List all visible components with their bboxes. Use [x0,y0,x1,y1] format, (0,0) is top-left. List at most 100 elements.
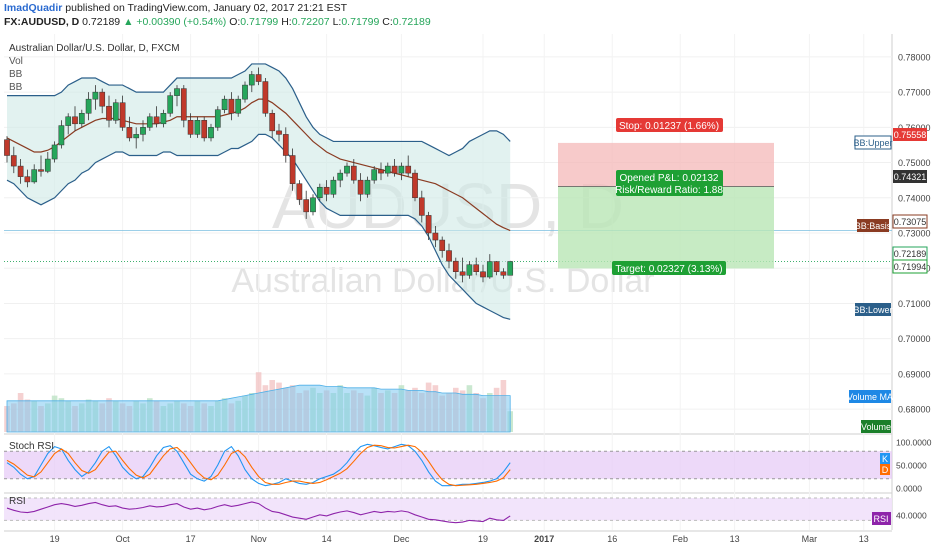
candle-body [500,271,507,276]
volume-tag: Volume [861,422,891,432]
time-tick-label: 17 [186,534,196,544]
candle-body [235,98,242,114]
candle-body [146,116,153,128]
candle-body [126,127,133,139]
candle-body [85,98,92,114]
rsi-tag-box [872,512,891,525]
bb-fill [7,63,511,320]
target-zone [558,186,774,269]
pl-label: Opened P&L: 0.02132 [620,173,719,184]
candle-body [221,98,228,110]
stoch-k-line [6,443,511,487]
price-tick-label: 0.74000 [898,193,931,203]
candle-body [92,91,99,100]
price-tick-label: 0.78000 [898,52,931,62]
candle-body [391,165,398,174]
pl-label-box [616,170,723,196]
candle-body [289,155,296,184]
candle-body [24,176,31,183]
candle-body [78,112,85,125]
bb-label-2: BB [9,82,23,93]
entry-price-tag-box [893,170,927,183]
candle-body [17,165,24,177]
time-tick-label: 14 [322,534,332,544]
time-tick-label: 19 [50,534,60,544]
bb-basis-tag: BB:Basis [855,221,892,231]
stoch-tick-label: 0.0000 [896,484,922,494]
symbol-label: FX:AUDUSD, D [4,16,80,28]
candle-body [214,109,221,128]
candle-body [167,95,174,114]
open-value: 0.71799 [240,16,279,28]
time-tick-label: Oct [116,534,131,544]
volume-ma-tag-box [849,390,891,403]
candle-body [486,261,493,278]
bb-basis-tag-box [857,219,889,232]
last-price: 0.72189 [82,16,121,28]
stop-label-box [616,118,723,132]
entry-price-tag: 0.74321 [894,172,927,182]
rsi-tick-label: 40.0000 [896,510,927,520]
candle-body [255,74,262,82]
candle-body [466,264,473,276]
stop-price-tag: 0.75558 [894,130,927,140]
candle-body [4,139,10,156]
high-value: 0.72207 [291,16,330,28]
candle-body [446,250,452,262]
time-tick-label: Feb [672,534,688,544]
basis-price-tag: 0.73075 [894,217,927,227]
high-label: H: [281,16,292,28]
stoch-d-tag-box [880,464,890,475]
candle-body [58,125,65,146]
candle-body [507,261,514,276]
candle-body [262,81,269,114]
candle-body [398,165,405,174]
candle-body [112,102,119,121]
bb-lower-tag: BB:Lower [853,305,892,315]
candle-body [303,199,310,213]
stop-label: Stop: 0.01237 (1.66%) [619,121,719,132]
candle-body [106,105,112,121]
candle-body [180,88,187,121]
bb-upper-tag-box [854,135,892,150]
price-tick-label: 0.70000 [898,334,931,344]
candle-body [31,169,38,183]
candle-body [493,261,500,272]
bb-basis-line [6,98,511,232]
candle-body [323,186,330,195]
candle-body [201,120,208,139]
basis-price-tag-box [892,214,928,229]
candle-body [316,186,323,199]
candle-body [187,120,194,135]
price-tick-label: 0.69000 [898,369,931,379]
volume-ma-area [6,384,511,433]
candle-body [119,102,126,128]
rsi-line [6,501,511,524]
time-tick-label: 2017 [534,534,554,544]
candle-body [10,155,17,167]
stoch-label: Stoch RSI [9,441,54,452]
last-price-tag: 0.72189 [894,249,927,259]
ohlc-line: FX:AUDUSD, D 0.72189 ▲ +0.00390 (+0.54%)… [4,16,431,28]
bb-label-1: BB [9,69,23,80]
chart-header: ImadQuadir published on TradingView.com,… [0,0,932,30]
close-label: C: [382,16,393,28]
time-tick-label: Mar [802,534,818,544]
author-link[interactable]: ImadQuadir [4,2,63,14]
candle-body [153,116,160,125]
candle-body [282,134,289,156]
candle-body [38,169,44,172]
time-tick-label: 16 [607,534,617,544]
stoch-d-tag: D [882,465,889,475]
stoch-k-tag-box [880,453,890,464]
candle-body [350,165,357,181]
price-tick-label: 0.73000 [898,229,931,239]
candle-body [412,172,418,199]
candle-body [425,215,432,234]
candle-body [330,179,337,195]
price-tick-label: 0.75000 [898,158,931,168]
candle-body [248,74,255,86]
published-text: published on TradingView.com, January 02… [65,2,348,14]
rsi-label: RSI [9,496,26,507]
